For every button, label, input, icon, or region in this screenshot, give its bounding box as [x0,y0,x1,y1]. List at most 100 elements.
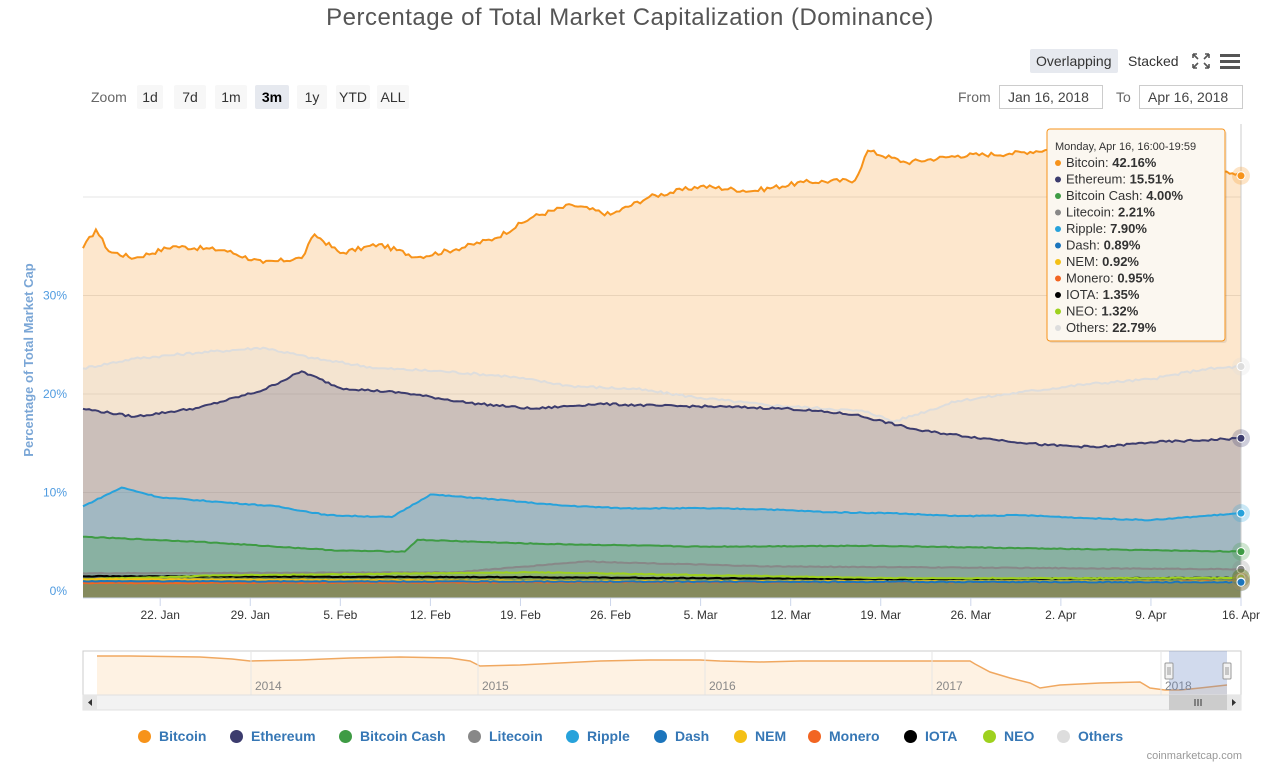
zoom-7d-button[interactable]: 7d [174,85,206,109]
legend-item-ripple[interactable]: Ripple [566,726,630,748]
scroll-right-button[interactable] [1227,695,1241,710]
x-tick-label: 22. Jan [141,608,180,622]
navigator-year-label: 2014 [255,679,282,693]
legend-item-bitcoin[interactable]: Bitcoin [138,726,206,748]
tooltip-series-name: NEM [1066,254,1095,269]
zoom-1d-button[interactable]: 1d [137,85,163,109]
tooltip-series-name: Monero [1066,271,1110,286]
legend-item-neo[interactable]: NEO [983,726,1034,748]
area-monero [83,581,1241,598]
area-dash [83,580,1241,598]
tooltip-dot [1055,226,1061,232]
area-others [83,347,1241,598]
legend-label: Dash [675,728,710,744]
navigator-line [97,655,1228,691]
from-label: From [958,89,991,105]
tooltip-series-name: IOTA [1066,287,1096,302]
x-tick-label: 12. Mar [770,608,811,622]
tooltip-dot [1055,209,1061,216]
line-neo [82,570,1242,581]
x-tick-label: 12. Feb [410,608,451,622]
legend-item-litecoin[interactable]: Litecoin [468,726,543,748]
legend-item-nem[interactable]: NEM [734,726,786,748]
tooltip-dot [1055,292,1061,298]
scroll-right-arrow-icon [1232,699,1236,706]
legend-item-iota[interactable]: IOTA [904,726,957,748]
tooltip-dot [1055,160,1061,166]
line-bitcoin [82,148,1242,265]
tooltip-dot [1055,193,1061,199]
tooltip-colon: : [1105,155,1112,170]
from-date-input[interactable]: Jan 16, 2018 [999,85,1103,109]
legend-item-bitcoin-cash[interactable]: Bitcoin Cash [339,726,446,748]
line-ethereum [82,370,1242,449]
zoom-1y-button[interactable]: 1y [297,85,327,109]
tooltip-row: NEM: 0.92% [1066,254,1139,269]
legend-item-monero[interactable]: Monero [808,726,880,748]
zoom-3m-button[interactable]: 3m [255,85,289,109]
area-iota [83,575,1241,598]
tooltip-row: Bitcoin Cash: 4.00% [1066,188,1184,203]
marker-iota [1236,573,1246,583]
legend-label: NEO [1004,728,1035,744]
legend-item-dash[interactable]: Dash [654,726,709,748]
tooltip-row: Bitcoin: 42.16% [1066,155,1157,170]
navigator-selected-range[interactable] [1169,651,1227,695]
tooltip-series-name: Others [1066,320,1106,335]
marker-ethereum [1236,433,1246,443]
marker-others [1236,362,1246,372]
navigator-scrollbar-thumb[interactable] [1169,695,1227,710]
area-bitcoin-cash [83,536,1241,598]
stacked-button[interactable]: Stacked [1128,53,1179,69]
tooltip-series-name: NEO [1066,304,1094,319]
legend-label: Others [1078,728,1124,744]
legend-dot-icon [566,730,579,743]
tooltip-series-name: Bitcoin [1066,155,1105,170]
x-tick-label: 2. Apr [1045,608,1076,622]
fullscreen-icon[interactable] [1191,52,1211,70]
scroll-left-button[interactable] [83,695,97,710]
to-label: To [1116,89,1131,105]
area-litecoin [83,561,1241,598]
x-tick-label: 29. Jan [231,608,270,622]
zoom-ytd-button[interactable]: YTD [336,85,370,109]
area-ripple [83,487,1241,598]
area-bitcoin [83,149,1241,598]
tooltip-row: Ripple: 7.90% [1066,221,1147,236]
line-iota [82,574,1242,581]
legend-item-ethereum[interactable]: Ethereum [230,726,316,748]
tooltip-shadow [1049,131,1227,343]
halo-monero [1232,572,1250,591]
credit-text[interactable]: coinmarketcap.com [1146,750,1242,762]
x-tick-label: 19. Feb [500,608,541,622]
tooltip-series-value: 1.32% [1101,304,1138,319]
y-tick-label: 0% [50,584,68,598]
navigator-left-handle[interactable] [1164,662,1174,680]
marker-monero [1236,577,1246,587]
legend-dot-icon [654,730,667,743]
zoom-1m-button[interactable]: 1m [215,85,247,109]
legend-label: Ripple [587,728,630,744]
navigator-right-handle[interactable] [1222,662,1232,680]
legend-item-others[interactable]: Others [1057,726,1123,748]
navigator-scrollbar-track[interactable] [82,694,1242,711]
marker-neo [1236,573,1246,583]
to-date-input[interactable]: Apr 16, 2018 [1139,85,1243,109]
halo-bitcoin [1232,166,1250,185]
y-tick-label: 10% [43,486,67,500]
overlapping-button[interactable]: Overlapping [1030,49,1118,73]
marker-bitcoin-cash [1236,547,1246,557]
tooltip-row: NEO: 1.32% [1066,304,1139,319]
hamburger-menu-icon[interactable] [1220,52,1240,70]
zoom-label: Zoom [91,89,127,105]
tooltip-series-value: 0.95% [1117,271,1154,286]
zoom-all-button[interactable]: ALL [377,85,409,109]
line-dash [82,579,1241,584]
y-tick-label: 20% [43,387,67,401]
area-nem [83,578,1241,598]
tooltip-series-value: 42.16% [1112,155,1157,170]
tooltip-dot [1055,242,1061,249]
tooltip-row: Litecoin: 2.21% [1066,205,1155,220]
navigator-year-label: 2016 [709,679,736,693]
